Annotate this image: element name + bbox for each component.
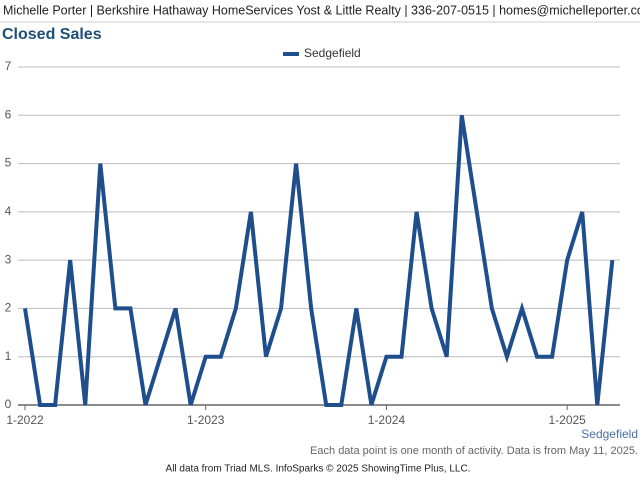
y-tick-label: 6: [5, 107, 12, 121]
footer: All data from Triad MLS. InfoSparks © 20…: [166, 464, 471, 475]
y-tick-label: 7: [5, 59, 12, 73]
annotation: Sedgefield: [581, 427, 638, 441]
series-line: [23, 114, 615, 407]
x-tick-label: 1-2025: [548, 413, 586, 427]
chart-title: Closed Sales: [2, 26, 102, 43]
x-tick-label: 1-2024: [368, 413, 406, 427]
header-bar: [0, 0, 640, 22]
y-tick-label: 5: [5, 156, 12, 170]
y-tick-label: 0: [5, 397, 12, 411]
y-tick-label: 1: [5, 349, 12, 363]
note: Each data point is one month of activity…: [310, 445, 638, 457]
x-tick-label: 1-2023: [187, 413, 225, 427]
header: Michelle Porter | Berkshire Hathaway Hom…: [3, 3, 640, 17]
legend-label: Sedgefield: [304, 46, 361, 60]
y-tick-label: 2: [5, 301, 12, 315]
y-tick-label: 3: [5, 252, 12, 266]
x-tick-label: 1-2022: [6, 413, 44, 427]
y-tick-label: 4: [5, 204, 12, 218]
